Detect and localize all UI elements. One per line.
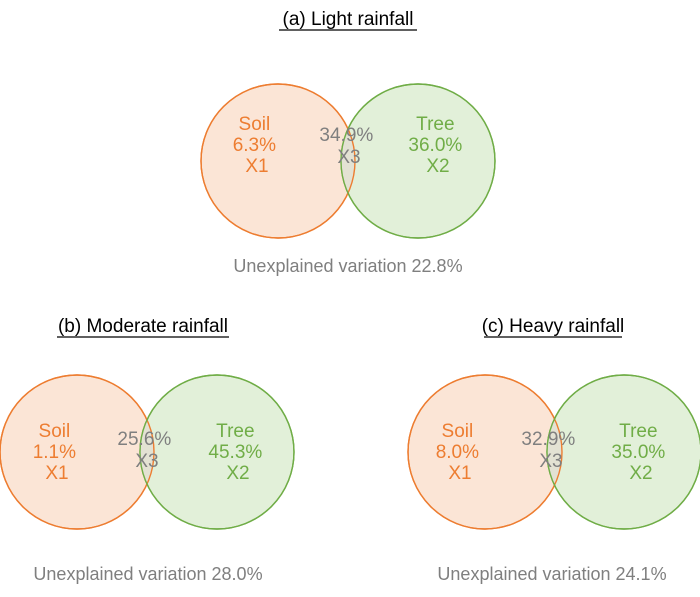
unexplained-variation: Unexplained variation 24.1% bbox=[437, 564, 666, 584]
svg-text:Soil 8.0% X1: Soil 8.0% X1 bbox=[436, 421, 485, 484]
svg-text:34.9% X3: 34.9% X3 bbox=[319, 125, 378, 168]
tree-value: 45.3% bbox=[208, 442, 262, 463]
tree-outline bbox=[340, 83, 496, 239]
svg-text:Tree 36.0% X2: Tree 36.0% X2 bbox=[408, 114, 467, 177]
tree-value: 36.0% bbox=[408, 135, 462, 156]
panel-moderate-rainfall: (b) Moderate rainfall Soil 1.1% X1 25.6%… bbox=[0, 316, 295, 584]
svg-text:Soil 6.3% X1: Soil 6.3% X1 bbox=[233, 114, 282, 177]
shared-code: X3 bbox=[539, 451, 562, 472]
tree-name: Tree bbox=[216, 421, 254, 442]
soil-code: X1 bbox=[448, 463, 471, 484]
soil-outline bbox=[200, 83, 356, 239]
soil-code: X1 bbox=[45, 463, 68, 484]
tree-name: Tree bbox=[416, 114, 454, 135]
tree-circle bbox=[340, 83, 496, 239]
soil-name: Soil bbox=[442, 421, 474, 442]
shared-code: X3 bbox=[337, 147, 360, 168]
shared-value: 25.6% bbox=[117, 429, 171, 450]
tree-value: 35.0% bbox=[611, 442, 665, 463]
soil-name: Soil bbox=[39, 421, 71, 442]
shared-value: 34.9% bbox=[319, 125, 373, 146]
panel-title: (c) Heavy rainfall bbox=[482, 316, 625, 337]
svg-text:Tree 35.0% X2: Tree 35.0% X2 bbox=[611, 421, 670, 484]
tree-code: X2 bbox=[426, 156, 449, 177]
tree-name: Tree bbox=[619, 421, 657, 442]
tree-outline bbox=[546, 374, 700, 530]
tree-outline bbox=[139, 374, 295, 530]
panel-title: (b) Moderate rainfall bbox=[58, 316, 228, 337]
soil-circle bbox=[200, 83, 356, 239]
svg-text:32.9% X3: 32.9% X3 bbox=[521, 429, 580, 472]
tree-code: X2 bbox=[629, 463, 652, 484]
soil-name: Soil bbox=[239, 114, 271, 135]
panel-title: (a) Light rainfall bbox=[283, 9, 414, 30]
soil-value: 8.0% bbox=[436, 442, 479, 463]
svg-text:Tree 45.3% X2: Tree 45.3% X2 bbox=[208, 421, 267, 484]
soil-value: 6.3% bbox=[233, 135, 276, 156]
soil-outline bbox=[407, 374, 563, 530]
soil-code: X1 bbox=[245, 156, 268, 177]
unexplained-variation: Unexplained variation 22.8% bbox=[233, 256, 462, 276]
shared-value: 32.9% bbox=[521, 429, 575, 450]
shared-code: X3 bbox=[135, 451, 158, 472]
soil-outline bbox=[0, 374, 155, 530]
svg-text:Soil 1.1% X1: Soil 1.1% X1 bbox=[33, 421, 82, 484]
panel-light-rainfall: (a) Light rainfall Soil 6.3% X1 34.9% X3… bbox=[200, 9, 496, 276]
unexplained-variation: Unexplained variation 28.0% bbox=[33, 564, 262, 584]
panel-heavy-rainfall: (c) Heavy rainfall Soil 8.0% X1 32.9% X3… bbox=[407, 316, 700, 584]
tree-code: X2 bbox=[226, 463, 249, 484]
soil-value: 1.1% bbox=[33, 442, 76, 463]
svg-text:25.6% X3: 25.6% X3 bbox=[117, 429, 176, 472]
